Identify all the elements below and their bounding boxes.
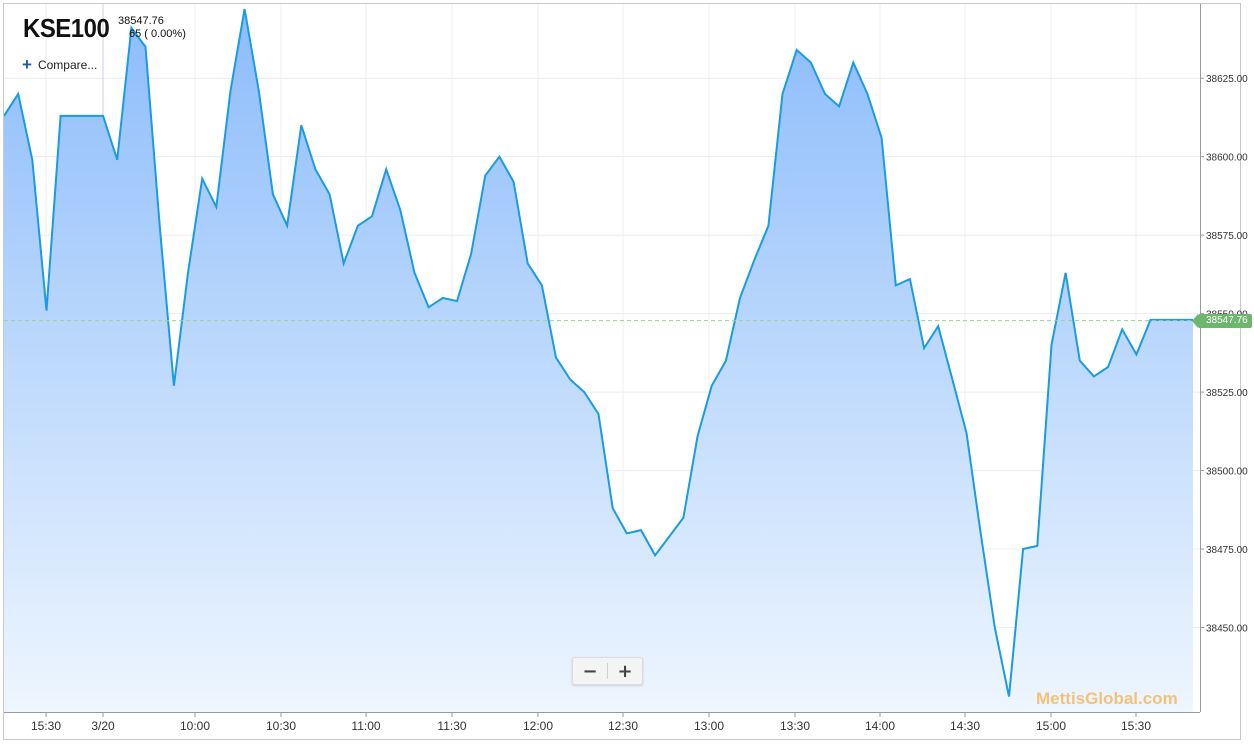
area-fill <box>4 9 1193 712</box>
zoom-out-button[interactable]: − <box>582 660 598 682</box>
y-tick-label-7: 38625.00 <box>1206 74 1248 85</box>
x-tick-label-1: 3/20 <box>91 719 115 733</box>
x-tick-label-11: 14:30 <box>950 719 980 733</box>
x-tick-label-6: 12:00 <box>523 719 553 733</box>
x-axis-ticks: 15:30 3/20 10:00 10:30 11:00 11:30 12:00 12:30 1… <box>31 712 1151 733</box>
x-tick-label-2: 10:00 <box>180 719 210 733</box>
x-tick-label-10: 14:00 <box>865 719 895 733</box>
last-price-tag: 38547.76 <box>1192 313 1252 328</box>
zoom-controls: − + <box>572 657 643 685</box>
y-tick-label-2: 38500.00 <box>1206 467 1248 478</box>
symbol-title: KSE100 <box>23 13 110 43</box>
series-area <box>4 8 1193 712</box>
x-tick-label-13: 15:30 <box>1121 719 1151 733</box>
price-box: 38547.76 65 ( 0.00%) <box>118 15 186 41</box>
y-tick-label-3: 38525.00 <box>1206 388 1248 399</box>
compare-button[interactable]: + Compare... <box>22 55 98 74</box>
y-axis-ticks: 38450.0038475.0038500.0038525.0038550.00… <box>1200 74 1248 635</box>
x-tick-label-8: 13:00 <box>694 719 724 733</box>
x-tick-label-4: 11:00 <box>351 719 380 733</box>
x-tick-label-12: 15:00 <box>1036 719 1066 733</box>
price-change: 65 ( 0.00%) <box>129 28 186 40</box>
last-price: 38547.76 <box>118 15 164 27</box>
x-tick-label-9: 13:30 <box>780 719 810 733</box>
x-tick-label-7: 12:30 <box>608 719 638 733</box>
plus-icon: + <box>22 55 32 74</box>
series-line <box>4 8 1193 697</box>
axes <box>4 4 1201 713</box>
y-tick-label-6: 38600.00 <box>1206 153 1248 164</box>
x-tick-label-0: 15:30 <box>31 719 61 733</box>
y-tick-label-5: 38575.00 <box>1206 231 1248 242</box>
y-tick-label-0: 38450.00 <box>1206 624 1248 635</box>
zoom-divider <box>607 663 608 679</box>
y-tick-label-1: 38475.00 <box>1206 545 1248 556</box>
compare-label: Compare... <box>37 58 98 72</box>
watermark: MettisGlobal.com <box>1036 689 1178 708</box>
x-tick-label-3: 10:30 <box>266 719 296 733</box>
x-tick-label-5: 11:30 <box>437 719 466 733</box>
zoom-in-button[interactable]: + <box>617 660 633 682</box>
